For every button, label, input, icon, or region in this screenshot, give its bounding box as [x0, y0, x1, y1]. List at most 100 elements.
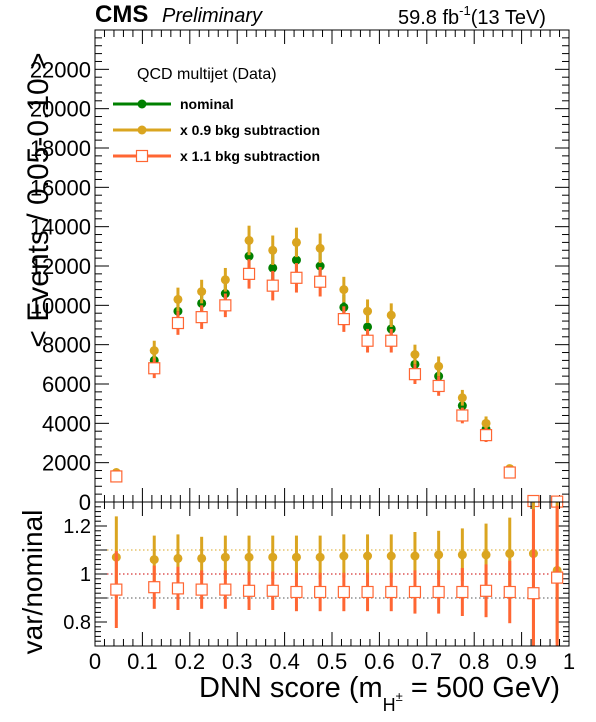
- legend-marker: [137, 125, 147, 135]
- ratio-data-point: [408, 585, 422, 599]
- data-point: [385, 334, 398, 347]
- legend: QCD multijet (Data) nominal x 0.9 bkg sub…: [113, 66, 320, 164]
- ratio-y-tick-label: 0.8: [63, 612, 91, 634]
- series-0: [111, 241, 562, 507]
- data-point: [291, 255, 301, 265]
- data-point: [149, 346, 159, 356]
- data-point: [171, 316, 185, 330]
- x-tick-label: 1: [563, 649, 575, 674]
- ratio-y-tick-labels: 0.8 1 1.2: [63, 516, 91, 634]
- x-tick-label: 0.7: [412, 649, 443, 674]
- data-point: [268, 263, 278, 273]
- legend-entry-2: x 1.1 bkg subtraction: [113, 148, 320, 164]
- legend-entry-0: nominal: [113, 96, 234, 112]
- ratio-data-point: [385, 585, 398, 599]
- data-point: [481, 418, 491, 428]
- data-point: [457, 393, 467, 403]
- ratio-data-point: [315, 552, 325, 562]
- ratio-frame: [94, 501, 570, 647]
- ratio-y-tick-label: 1.2: [63, 516, 91, 538]
- x-axis-title-prefix: DNN score (m: [199, 672, 383, 704]
- ratio-y-axis-title: var/nominal: [17, 510, 48, 655]
- energy-label: (13 TeV): [471, 7, 546, 29]
- legend-title: QCD multijet (Data): [137, 66, 277, 83]
- ratio-data-point: [503, 585, 516, 599]
- main-data-marks: [110, 225, 564, 508]
- x-axis-title-superscript: ±: [396, 689, 403, 704]
- ratio-data-point: [197, 553, 207, 563]
- data-point: [315, 261, 325, 271]
- y-tick-label-zero: 0: [79, 490, 91, 515]
- y-tick-label: 22000: [30, 57, 91, 82]
- main-y-tick-labels: 2000 4000 6000 8000 10000 12000 14000 16000 1800…: [30, 57, 91, 515]
- ratio-y-tick-label: 1: [80, 564, 91, 586]
- y-tick-label: 20000: [30, 97, 91, 122]
- data-point: [244, 235, 254, 245]
- ratio-data-marks: [110, 502, 564, 646]
- data-point: [434, 361, 444, 371]
- ratio-data-point: [479, 584, 493, 597]
- ratio-data-point: [173, 553, 183, 563]
- data-point: [220, 275, 230, 285]
- x-tick-label: 0.5: [317, 649, 348, 674]
- data-point: [197, 287, 207, 297]
- ratio-data-point: [551, 571, 564, 584]
- luminosity-prefix: 59.8 fb: [398, 7, 459, 29]
- ratio-data-point: [110, 583, 123, 596]
- x-tick-label: 0.6: [364, 649, 395, 674]
- main-plot-panel: 2000 4000 6000 8000 10000 12000 14000 16000 1800…: [30, 29, 570, 515]
- data-point: [242, 267, 256, 280]
- ratio-data-point: [171, 582, 185, 595]
- x-tick-label: 0.8: [459, 649, 490, 674]
- data-point: [266, 279, 279, 292]
- ratio-data-point: [434, 550, 444, 560]
- ratio-data-point: [290, 585, 303, 599]
- x-axis-title: DNN score (mH± = 500 GeV): [199, 672, 560, 715]
- y-tick-label: 8000: [42, 333, 91, 358]
- legend-marker: [135, 149, 149, 163]
- ratio-data-point: [527, 587, 540, 600]
- data-point: [290, 271, 303, 284]
- data-point: [110, 470, 123, 483]
- main-axis-ticks: [94, 29, 570, 503]
- data-point: [244, 251, 254, 261]
- x-tick-label: 0.1: [127, 649, 158, 674]
- ratio-data-point: [339, 551, 349, 561]
- y-tick-label: 2000: [42, 451, 91, 476]
- ratio-data-point: [481, 550, 491, 560]
- x-tick-label: 0.2: [175, 649, 206, 674]
- x-tick-label: 0.3: [222, 649, 253, 674]
- main-frame: [94, 29, 570, 503]
- ratio-data-point: [410, 551, 420, 561]
- ratio-data-point: [148, 581, 161, 594]
- ratio-data-point: [314, 585, 327, 599]
- ratio-reference-lines: [95, 549, 569, 599]
- data-point: [456, 409, 469, 422]
- data-point: [339, 285, 349, 295]
- ratio-data-point: [363, 551, 373, 561]
- legend-entry-1: x 0.9 bkg subtraction: [113, 122, 320, 138]
- legend-label: x 0.9 bkg subtraction: [180, 122, 320, 138]
- data-point: [363, 322, 373, 332]
- ratio-data-point: [242, 584, 256, 597]
- series-1: [111, 225, 562, 507]
- data-point: [291, 237, 301, 247]
- legend-entries: nominal x 0.9 bkg subtraction x 1.1 bkg su…: [113, 96, 320, 164]
- data-point: [410, 350, 420, 359]
- ratio-data-point: [457, 550, 467, 560]
- data-point: [386, 310, 396, 320]
- data-point: [479, 429, 493, 442]
- data-point: [314, 275, 327, 288]
- ratio-data-point: [244, 552, 254, 562]
- status-label: Preliminary: [162, 5, 263, 27]
- ratio-data-point: [337, 585, 350, 599]
- ratio-data-point: [386, 551, 396, 561]
- ratio-axis-ticks: [94, 501, 570, 647]
- data-point: [363, 306, 373, 316]
- experiment-label: CMS: [95, 1, 148, 28]
- ratio-data-point: [505, 549, 515, 559]
- x-tick-label: 0.9: [506, 649, 537, 674]
- y-tick-label: 4000: [42, 411, 91, 436]
- ratio-data-point: [361, 585, 374, 599]
